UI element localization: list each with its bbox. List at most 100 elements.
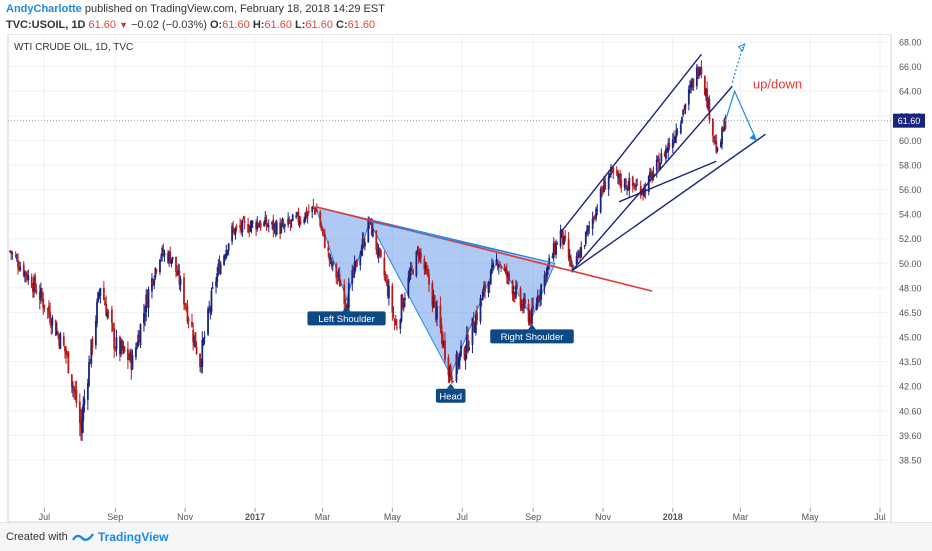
x-tick-label: Mar: [733, 512, 749, 522]
candle-body: [96, 301, 98, 324]
candle-body: [572, 265, 575, 267]
candle-body: [575, 255, 578, 265]
candle-body: [271, 221, 274, 225]
x-tick-label: Jul: [39, 512, 51, 522]
candle-body: [19, 266, 22, 270]
candle-body: [612, 167, 615, 174]
candle-body: [34, 276, 37, 288]
candle-body: [488, 284, 491, 286]
channel-top-line: [560, 53, 702, 233]
candle-body: [169, 252, 172, 264]
candle-body: [135, 347, 137, 358]
candle-body: [659, 163, 662, 170]
candle-body: [242, 217, 245, 220]
candle-body: [520, 303, 523, 309]
candle-body: [596, 210, 599, 212]
candle-body: [699, 67, 702, 75]
candle-body: [392, 314, 395, 317]
candle-body: [360, 250, 363, 255]
candle-body: [528, 314, 531, 324]
time-axis[interactable]: Jul Sep Nov 2017 Mar May Jul Sep Nov 2018 Mar May Ju…: [39, 508, 886, 522]
candle-body: [23, 271, 26, 277]
candle-body: [231, 225, 233, 242]
candle-body: [682, 110, 685, 115]
candle-body: [163, 253, 166, 256]
candle-body: [91, 338, 94, 349]
candle-body: [347, 282, 350, 308]
candle-body: [322, 230, 325, 233]
candle-body: [83, 398, 86, 405]
x-tick-label: Sep: [525, 512, 541, 522]
candle-body: [314, 209, 317, 213]
candle-body: [624, 179, 627, 190]
candle-body: [354, 260, 357, 265]
candle-body: [602, 191, 604, 193]
candle-body: [668, 143, 671, 147]
price-axis[interactable]: 68.0066.0064.0062.0060.0058.0056.0054.00…: [893, 38, 925, 466]
candle-body: [321, 227, 324, 232]
candle-body: [129, 351, 132, 361]
candle-body: [81, 420, 84, 434]
candle-body: [594, 218, 596, 220]
candle-body: [194, 332, 197, 348]
candle-body: [312, 205, 315, 207]
candle-body: [176, 270, 179, 276]
candle-body: [495, 259, 498, 264]
candle-body: [385, 279, 388, 281]
candle-body: [537, 297, 540, 300]
candle-body: [515, 285, 517, 298]
last-price: 61.60: [88, 19, 117, 31]
author-link[interactable]: AndyCharlotte: [6, 3, 82, 15]
candle-body: [539, 296, 541, 298]
candle-body: [634, 188, 636, 190]
y-tick-label: 38.50: [899, 456, 922, 466]
candle-body: [423, 259, 426, 270]
candle-body: [442, 341, 445, 346]
candle-body: [524, 299, 527, 304]
tradingview-logo-icon[interactable]: [72, 530, 94, 544]
symbol-label: TVC:USOIL, 1D: [6, 19, 86, 31]
candle-body: [623, 178, 626, 188]
price-chart[interactable]: WTI CRUDE OIL, 1D, TVC Left Shoulder Head…: [0, 34, 932, 522]
candle-body: [457, 357, 460, 367]
candle-body: [568, 255, 571, 260]
candle-body: [192, 329, 195, 342]
candle-body: [551, 255, 554, 259]
candle-body: [468, 347, 470, 351]
candle-body: [722, 128, 725, 132]
candle-body: [448, 367, 451, 378]
candle-body: [136, 347, 138, 349]
candle-body: [98, 293, 101, 295]
candle-body: [402, 302, 405, 307]
candle-body: [258, 224, 261, 228]
candle-body: [10, 251, 13, 254]
candle-body: [291, 214, 294, 221]
high-label: H:: [252, 19, 265, 31]
candle-body: [105, 303, 108, 316]
candle-body: [692, 78, 695, 88]
candle-body: [112, 323, 114, 330]
candle-body: [715, 141, 718, 153]
candle-body: [281, 223, 284, 225]
candle-body: [383, 257, 386, 276]
candle-body: [564, 235, 567, 240]
candle-body: [455, 353, 458, 381]
candle-body: [586, 229, 588, 233]
projection-arrow-path: [724, 89, 757, 141]
candle-body: [122, 345, 125, 350]
candle-body: [657, 157, 659, 159]
channel-middle-line: [571, 85, 733, 272]
x-tick-label: Nov: [177, 512, 194, 522]
candle-body: [480, 299, 483, 301]
candle-body: [371, 228, 374, 237]
candle-body: [492, 263, 494, 268]
x-tick-label: May: [802, 512, 820, 522]
tradingview-brand-link[interactable]: TradingView: [98, 530, 169, 544]
y-tick-label: 58.00: [899, 160, 922, 170]
candle-body: [102, 287, 105, 300]
chart-title: WTI CRUDE OIL, 1D, TVC: [14, 42, 133, 53]
candle-body: [155, 269, 158, 272]
candle-body: [691, 80, 694, 87]
y-tick-label: 46.50: [899, 308, 922, 318]
candle-body: [186, 305, 189, 322]
